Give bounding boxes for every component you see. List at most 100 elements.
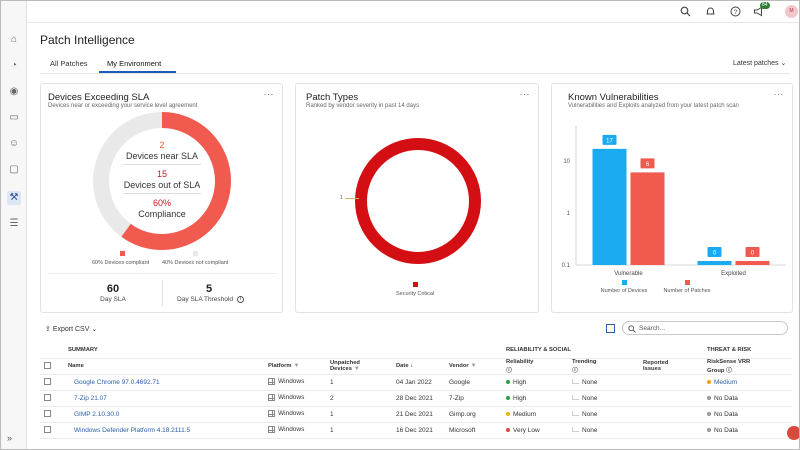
filter-icon[interactable]: ▼ bbox=[353, 366, 360, 372]
reliability-dot bbox=[506, 395, 510, 400]
search-icon bbox=[628, 325, 636, 333]
reliability-dot bbox=[506, 411, 510, 416]
avatar[interactable]: M bbox=[785, 5, 798, 18]
window-icon[interactable]: ▢ bbox=[9, 164, 19, 175]
search-icon[interactable] bbox=[679, 6, 692, 19]
search-input[interactable]: Search... bbox=[622, 321, 788, 335]
table-row[interactable]: GIMP 2.10.30.0 Windows 1 21 Dec 2021 Gim… bbox=[40, 406, 793, 423]
table-row[interactable]: 7-Zip 21.07 Windows 2 28 Dec 2021 7-Zip … bbox=[40, 390, 793, 407]
expand-sidebar-icon[interactable]: » bbox=[7, 433, 13, 443]
bar bbox=[697, 261, 732, 265]
patch-name-link[interactable]: GIMP 2.10.30.0 bbox=[74, 410, 120, 418]
y-tick-label: 1 bbox=[567, 211, 571, 217]
column-name[interactable]: Name bbox=[64, 358, 264, 375]
patch-name-link[interactable]: 7-Zip 21.07 bbox=[74, 394, 107, 402]
column-vendor[interactable]: Vendor ▼ bbox=[445, 358, 502, 375]
column-date[interactable]: Date ↓ bbox=[392, 358, 445, 375]
latest-patches-dropdown[interactable]: Latest patches ⌄ bbox=[733, 59, 786, 67]
bell-icon[interactable] bbox=[704, 6, 717, 19]
patch-name-link[interactable]: Windows Defender Platform 4.18.2111.5 bbox=[74, 426, 191, 434]
pie-chart-icon[interactable]: ◔ bbox=[10, 60, 18, 71]
legend-label: Number of Devices bbox=[601, 288, 648, 294]
trend-icon bbox=[572, 379, 579, 385]
column-reported-issues[interactable]: Reported Issues bbox=[639, 358, 704, 375]
eye-icon[interactable]: ◉ bbox=[9, 86, 19, 97]
donut-compliant-arc bbox=[93, 112, 231, 250]
trending-cell: None bbox=[582, 410, 598, 418]
info-icon[interactable]: ⓘ bbox=[726, 367, 732, 374]
user-icon[interactable]: ☺ bbox=[8, 138, 20, 149]
top-bar bbox=[27, 1, 799, 23]
column-group-row: SUMMARY RELIABILITY & SOCIAL THREAT & RI… bbox=[40, 342, 793, 359]
filter-icon[interactable]: ▼ bbox=[293, 363, 300, 369]
vendor-cell: Gimp.org bbox=[445, 406, 502, 423]
column-platform[interactable]: Platform ▼ bbox=[264, 358, 326, 375]
donut-divider bbox=[123, 164, 201, 165]
compliance-donut bbox=[93, 112, 231, 250]
monitor-icon[interactable]: ▭ bbox=[9, 112, 19, 123]
group-summary: SUMMARY bbox=[64, 342, 502, 359]
table-row[interactable]: Google Chrome 97.0.4692.71 Windows 1 04 … bbox=[40, 374, 793, 391]
page-title: Patch Intelligence bbox=[40, 33, 135, 47]
select-all-checkbox[interactable] bbox=[44, 361, 51, 369]
compliance-label: Compliance bbox=[138, 209, 186, 219]
legend-security-critical: Security Critical bbox=[396, 291, 435, 297]
column-reliability[interactable]: Reliability ⓘ bbox=[502, 358, 568, 375]
slice-label: 1 bbox=[340, 195, 344, 201]
x-tick-label: Vulnerable bbox=[614, 271, 643, 277]
column-settings-icon[interactable] bbox=[606, 324, 615, 333]
y-tick-label: 0.1 bbox=[562, 263, 571, 269]
tab-all-patches[interactable]: All Patches bbox=[50, 59, 88, 68]
sort-desc-icon[interactable]: ↓ bbox=[410, 363, 414, 369]
left-nav: ⌂ ◔ ◉ ▭ ☺ ▢ ⚒ ☰ » bbox=[1, 1, 27, 449]
more-options-icon[interactable]: ··· bbox=[519, 89, 530, 99]
tab-my-environment[interactable]: My Environment bbox=[107, 59, 162, 68]
patch-icon[interactable]: ⚒ bbox=[7, 191, 21, 205]
trending-cell: None bbox=[582, 378, 598, 386]
megaphone-icon[interactable] bbox=[752, 6, 765, 19]
info-icon[interactable]: i bbox=[237, 296, 244, 303]
chevron-down-icon: ⌄ bbox=[780, 60, 787, 67]
vendor-cell: 7-Zip bbox=[445, 390, 502, 407]
trending-cell: None bbox=[582, 426, 598, 434]
export-csv-button[interactable]: ⇪ Export CSV ⌄ bbox=[45, 325, 97, 333]
legend-label: Number of Patches bbox=[663, 288, 710, 294]
row-checkbox[interactable] bbox=[44, 409, 51, 417]
column-vrr-group[interactable]: RiskSense VRR Group ⓘ bbox=[703, 358, 793, 375]
reported-issues-cell bbox=[639, 406, 704, 423]
platform-cell: Windows bbox=[278, 378, 305, 386]
filter-icon[interactable]: ▼ bbox=[470, 363, 477, 369]
more-options-icon[interactable]: ··· bbox=[773, 89, 784, 99]
column-unpatched-devices[interactable]: Unpatched Devices ▼ bbox=[326, 358, 392, 375]
more-options-icon[interactable]: ··· bbox=[263, 89, 274, 99]
row-checkbox[interactable] bbox=[44, 393, 51, 401]
bar bbox=[630, 172, 665, 265]
platform-cell: Windows bbox=[278, 426, 305, 434]
row-checkbox[interactable] bbox=[44, 425, 51, 433]
latest-patches-label: Latest patches bbox=[733, 60, 779, 67]
reported-issues-cell bbox=[639, 390, 704, 407]
settings-sliders-icon[interactable]: ☰ bbox=[9, 218, 19, 229]
reliability-cell: Medium bbox=[513, 410, 537, 418]
stats-vertical-divider bbox=[162, 280, 163, 306]
home-icon[interactable]: ⌂ bbox=[10, 34, 18, 45]
info-icon[interactable]: ⓘ bbox=[572, 367, 578, 374]
table-toolbar: ⇪ Export CSV ⌄ Search... bbox=[40, 321, 792, 343]
bar bbox=[735, 261, 770, 265]
feedback-button[interactable] bbox=[787, 426, 799, 440]
windows-icon bbox=[268, 410, 275, 418]
bar bbox=[592, 148, 627, 265]
column-trending[interactable]: Trending ⓘ bbox=[568, 358, 639, 375]
help-icon[interactable]: ? bbox=[729, 6, 742, 19]
windows-icon bbox=[268, 394, 275, 402]
chevron-down-icon: ⌄ bbox=[91, 326, 98, 333]
vrr-cell[interactable]: Medium bbox=[714, 378, 738, 386]
patch-name-link[interactable]: Google Chrome 97.0.4692.71 bbox=[74, 378, 160, 386]
data-label: 0 bbox=[751, 251, 755, 257]
trend-icon bbox=[572, 411, 579, 417]
row-checkbox[interactable] bbox=[44, 377, 51, 385]
table-row[interactable]: Windows Defender Platform 4.18.2111.5 Wi… bbox=[40, 422, 793, 439]
vrr-cell: No Data bbox=[714, 426, 738, 434]
info-icon[interactable]: ⓘ bbox=[506, 367, 512, 374]
group-threat: THREAT & RISK bbox=[703, 342, 793, 359]
